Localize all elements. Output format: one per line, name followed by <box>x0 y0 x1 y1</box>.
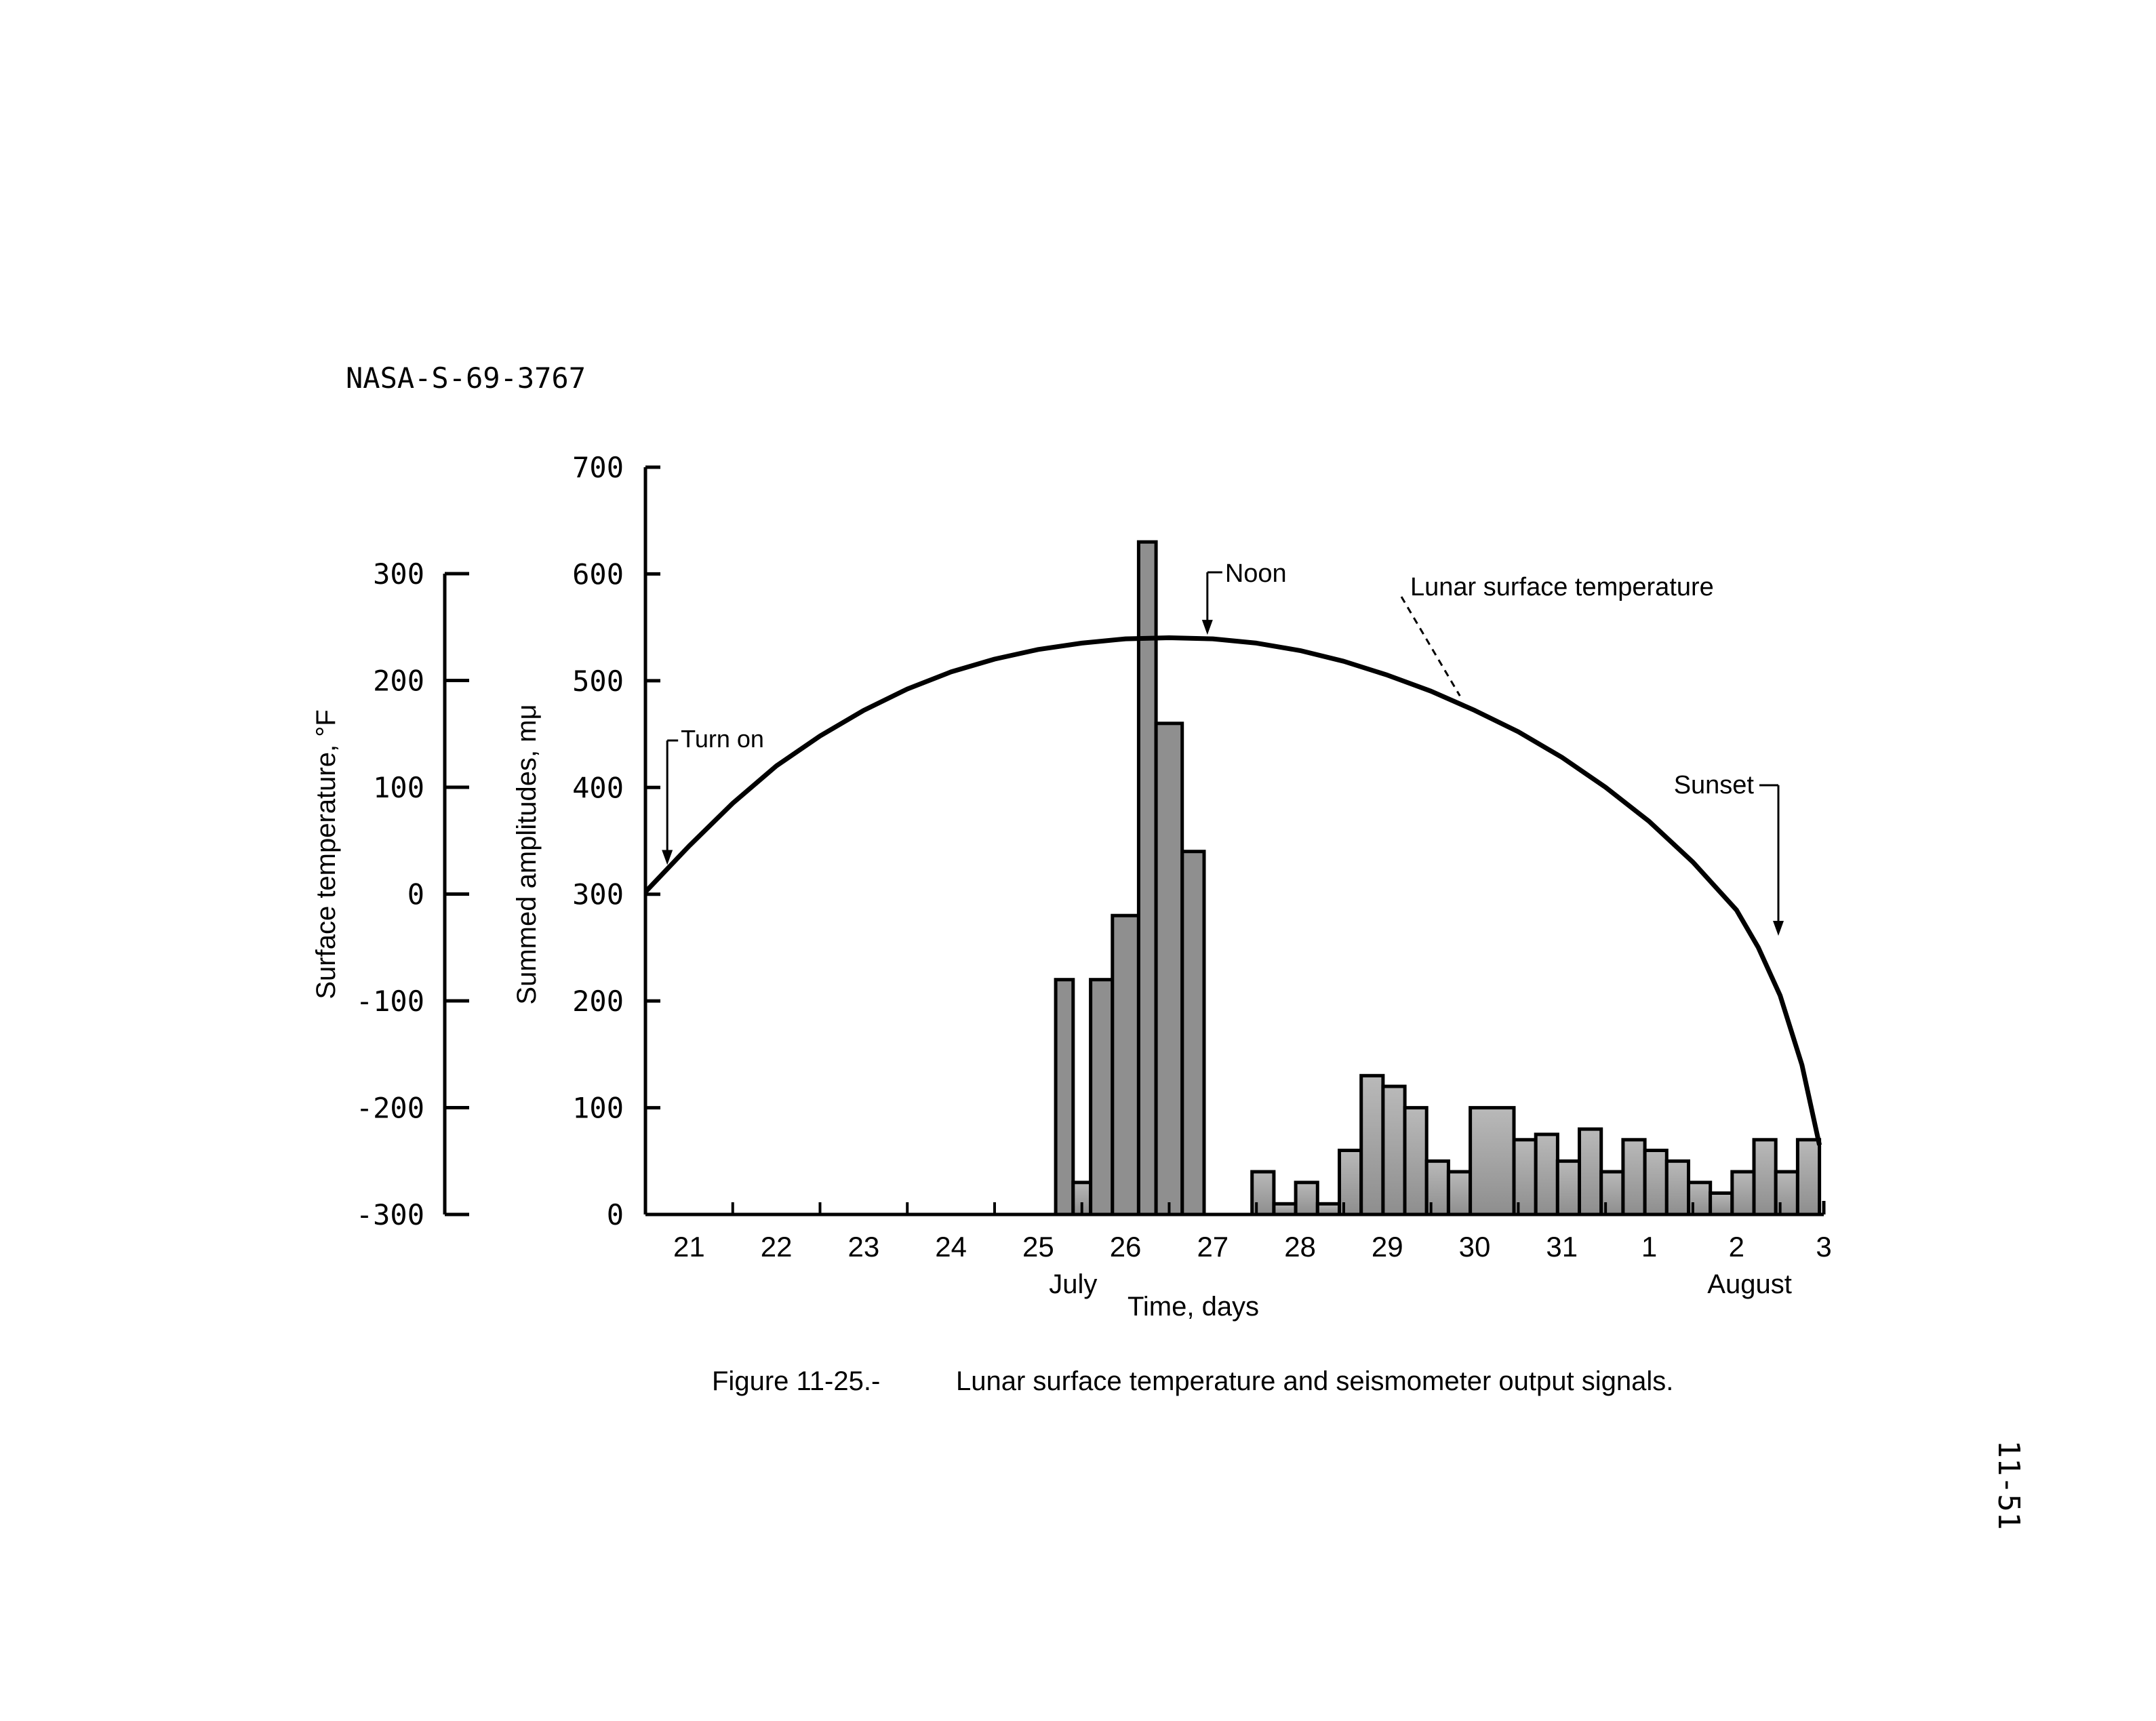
x-tick-label-2: 22 <box>761 1231 793 1263</box>
temperature-line <box>643 635 1822 1146</box>
y-tick-label-500: 500 <box>572 665 624 698</box>
annotation-noon: Noon <box>1225 559 1287 588</box>
month-label-1: July <box>1049 1269 1097 1299</box>
x-tick-label-13: 2 <box>1729 1231 1744 1263</box>
bar-30 <box>1752 1138 1778 1216</box>
annotation-temperature: Lunar surface temperature <box>1410 573 1714 601</box>
y-tick-label-100: 100 <box>572 1092 624 1125</box>
y-tick-label-200: 200 <box>572 985 624 1018</box>
page-number: 11-51 <box>1991 1440 2026 1530</box>
bar-18 <box>1469 1106 1516 1216</box>
axes: 0 100 200 300 400 500 600 700 -300 -200 -100 0 100 20… <box>356 451 1832 1299</box>
bar-21 <box>1555 1159 1582 1216</box>
x-tick-label-11: 31 <box>1546 1231 1578 1263</box>
bar-10 <box>1294 1181 1319 1216</box>
x-tick-label-8: 28 <box>1284 1231 1316 1263</box>
noon-arrow-head <box>1201 620 1213 635</box>
month-label-2: August <box>1707 1269 1792 1299</box>
secondary-y-tick-label--200: -200 <box>356 1092 424 1125</box>
bar-1 <box>1054 978 1075 1216</box>
x-tick-label-14: 3 <box>1816 1231 1831 1263</box>
y-tick-label-0: 0 <box>607 1198 624 1231</box>
x-axis-title: Time, days <box>1127 1292 1259 1322</box>
bar-4 <box>1111 913 1140 1216</box>
bars <box>1054 540 1822 1216</box>
caption-text: Lunar surface temperature and seismomete… <box>956 1366 1673 1396</box>
document-id: NASA-S-69-3767 <box>346 361 586 395</box>
temperature-series <box>643 635 1822 1146</box>
y-tick-label-600: 600 <box>572 557 624 591</box>
bar-29 <box>1730 1170 1756 1216</box>
x-tick-label-1: 21 <box>673 1231 705 1263</box>
bar-22 <box>1578 1127 1603 1216</box>
annotation-turn-on: Turn on <box>681 725 764 753</box>
bar-14 <box>1381 1084 1407 1216</box>
x-tick-label-6: 26 <box>1110 1231 1142 1263</box>
x-tick-label-3: 23 <box>847 1231 879 1263</box>
secondary-y-tick-label-100: 100 <box>373 771 424 804</box>
annotation-sunset: Sunset <box>1674 771 1755 799</box>
y-tick-label-300: 300 <box>572 878 624 911</box>
secondary-y-tick-label--100: -100 <box>356 985 424 1018</box>
bar-19 <box>1512 1138 1538 1216</box>
y-axis-title: Summed amplitudes, mμ <box>512 704 542 1004</box>
caption-figure-number: Figure 11-25.- <box>712 1366 880 1396</box>
bar-5 <box>1136 540 1158 1216</box>
y-tick-label-700: 700 <box>572 451 624 484</box>
bar-20 <box>1534 1132 1559 1216</box>
y-tick-label-400: 400 <box>572 771 624 804</box>
annotations: Turn on Noon Lunar surface temperature Suns… <box>662 559 1784 936</box>
bar-17 <box>1446 1170 1473 1216</box>
x-tick-label-12: 1 <box>1641 1231 1657 1263</box>
bar-7 <box>1180 850 1206 1216</box>
x-tick-label-4: 24 <box>935 1231 967 1263</box>
secondary-y-axis-title: Surface temperature, °F <box>311 709 341 999</box>
x-tick-label-10: 30 <box>1459 1231 1491 1263</box>
bar-26 <box>1664 1159 1691 1216</box>
bar-24 <box>1621 1138 1647 1216</box>
turn-on-arrow-head <box>662 850 673 865</box>
bar-15 <box>1403 1106 1429 1216</box>
secondary-y-tick-label-0: 0 <box>407 878 424 911</box>
x-tick-label-7: 27 <box>1197 1231 1229 1263</box>
bar-28 <box>1709 1191 1734 1216</box>
bar-13 <box>1359 1073 1385 1216</box>
bar-32 <box>1795 1138 1822 1216</box>
secondary-y-tick-label--300: -300 <box>356 1198 424 1231</box>
bar-6 <box>1154 721 1184 1216</box>
sunset-arrow-head <box>1773 921 1784 936</box>
secondary-y-tick-label-200: 200 <box>373 665 424 698</box>
x-tick-label-9: 29 <box>1372 1231 1403 1263</box>
bar-25 <box>1643 1149 1669 1216</box>
bar-3 <box>1089 978 1115 1216</box>
x-tick-label-5: 25 <box>1022 1231 1054 1263</box>
secondary-y-tick-label-300: 300 <box>373 557 424 591</box>
chart: 0 100 200 300 400 500 600 700 -300 -200 -100 0 100 20… <box>356 451 1832 1299</box>
